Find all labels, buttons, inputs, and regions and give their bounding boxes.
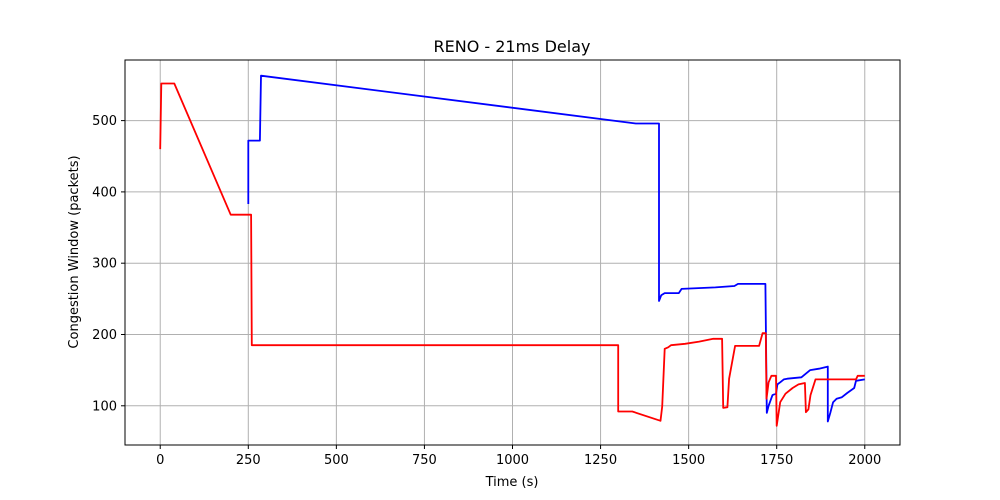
- blue-series-line: [247, 74, 865, 423]
- tick-marks: 0 250 500 750 1000 1250 1500 1750 2000 100 200 300 4…: [92, 114, 881, 468]
- x-tick-label: 2000: [848, 453, 881, 468]
- gridlines: [125, 60, 900, 445]
- x-tick-label: 1500: [672, 453, 705, 468]
- y-tick-label: 400: [92, 185, 117, 200]
- x-tick-label: 1000: [496, 453, 529, 468]
- y-axis-label: Congestion Window (packets): [67, 155, 82, 348]
- y-tick-label: 200: [92, 328, 117, 343]
- x-tick-label: 1250: [584, 453, 617, 468]
- x-tick-label: 500: [324, 453, 349, 468]
- x-tick-label: 750: [412, 453, 437, 468]
- x-axis-label: Time (s): [485, 475, 539, 490]
- chart-title: RENO - 21ms Delay: [434, 37, 591, 56]
- red-series-line: [159, 82, 865, 427]
- y-tick-label: 100: [92, 399, 117, 414]
- x-tick-label: 0: [156, 453, 164, 468]
- y-tick-label: 300: [92, 257, 117, 272]
- data-series: [159, 74, 865, 427]
- x-tick-label: 1750: [760, 453, 793, 468]
- y-tick-label: 500: [92, 114, 117, 129]
- x-tick-label: 250: [236, 453, 261, 468]
